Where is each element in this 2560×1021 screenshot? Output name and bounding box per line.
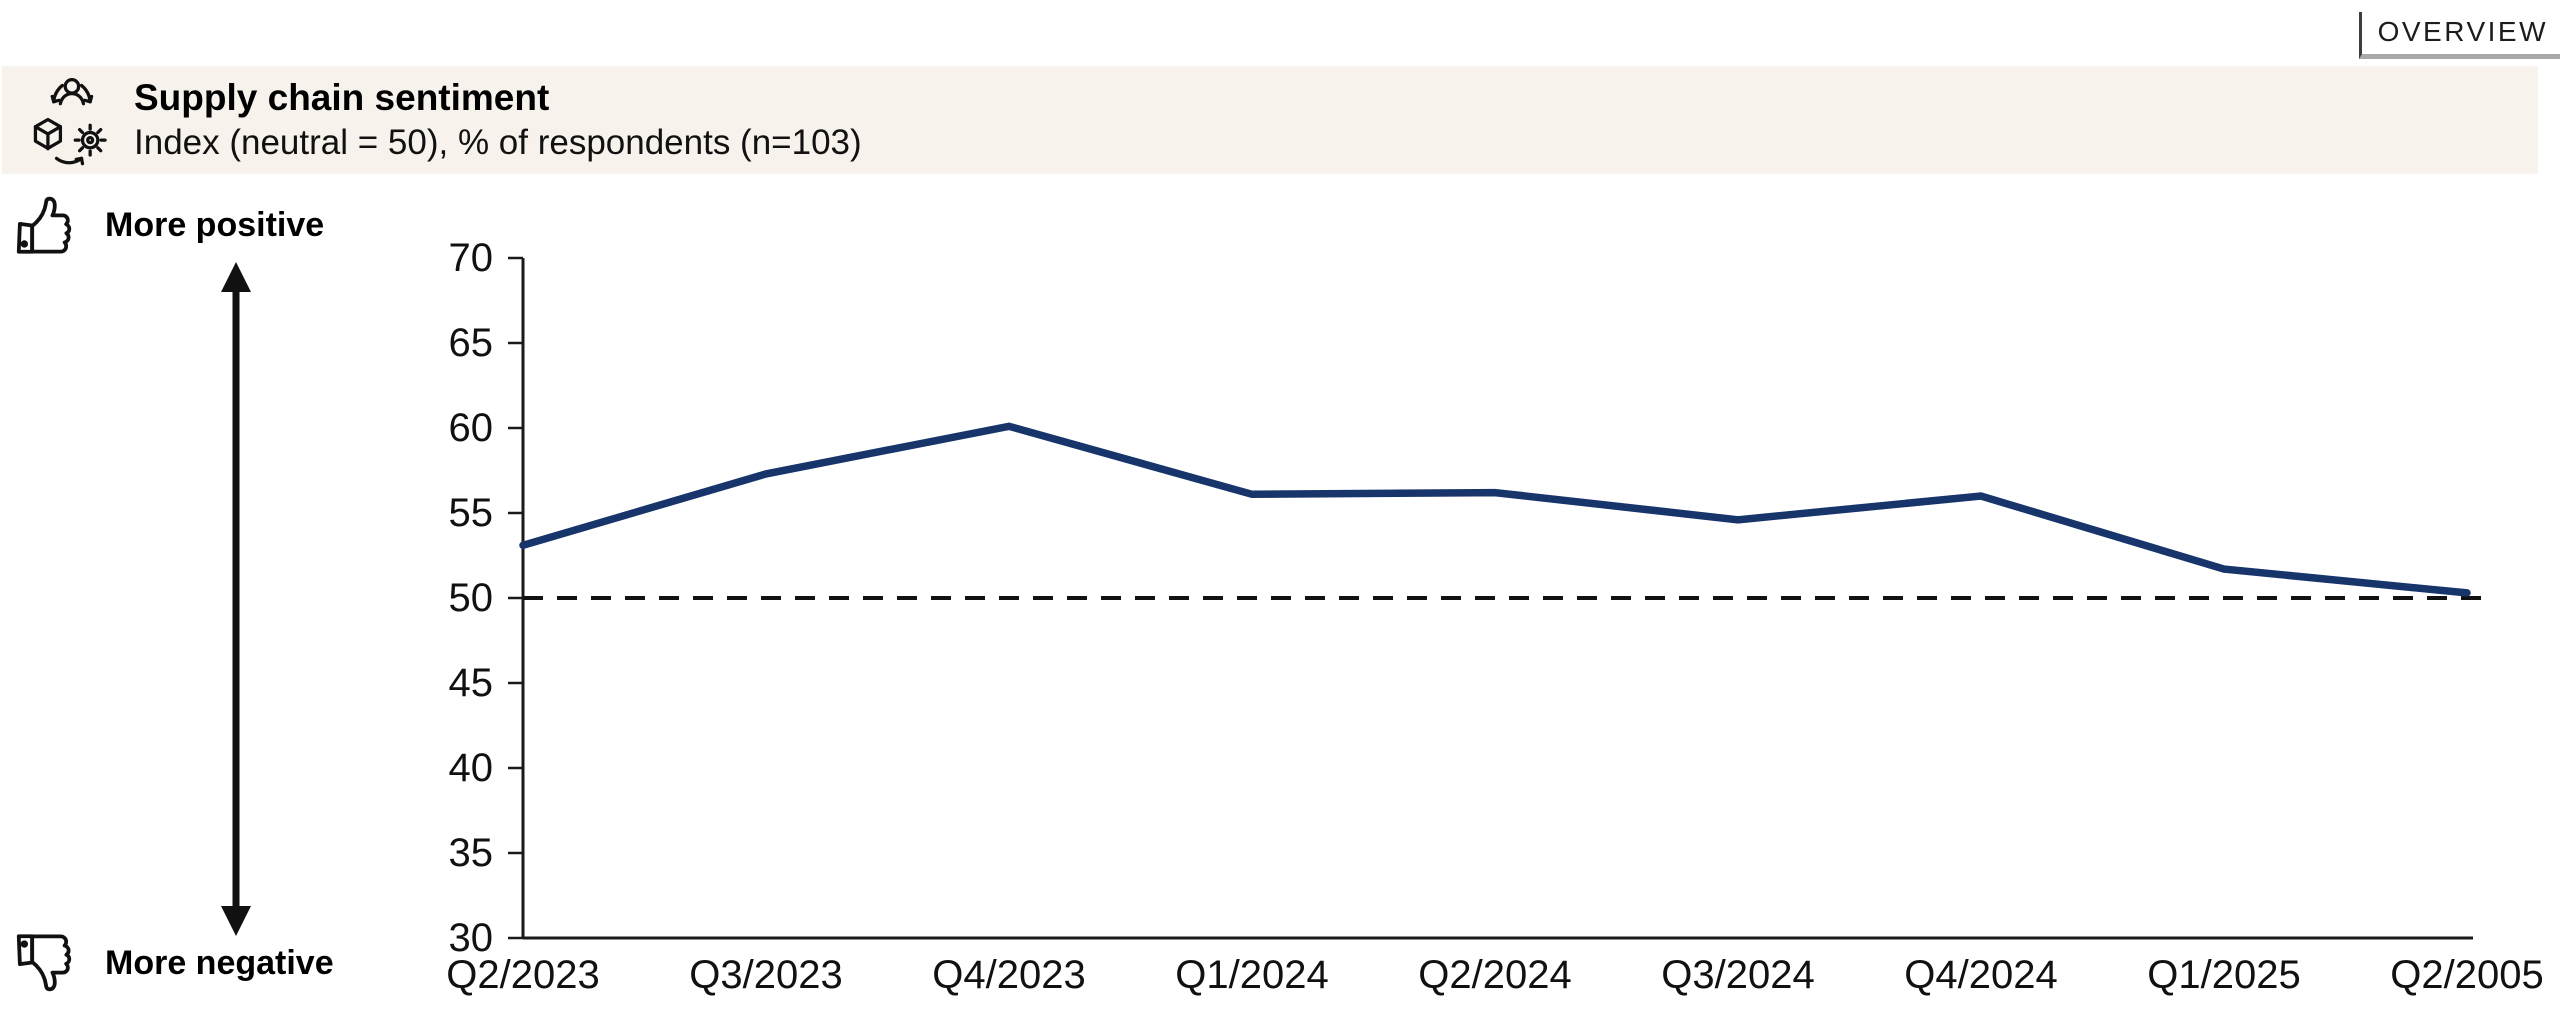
chart-title: Supply chain sentiment — [134, 77, 550, 118]
thumbs-down-icon — [16, 934, 72, 992]
more-positive-label: More positive — [105, 205, 325, 244]
y-tick-label: 70 — [449, 236, 494, 280]
y-tick-label: 40 — [449, 746, 494, 790]
more-negative-label: More negative — [105, 943, 334, 982]
y-tick-label: 55 — [449, 491, 494, 535]
overview-tab-label: OVERVIEW — [2377, 16, 2548, 47]
x-tick-label: Q2/2024 — [1418, 953, 1571, 997]
supply-chain-icon — [33, 78, 107, 166]
x-tick-label: Q2/2023 — [446, 953, 599, 997]
x-tick-label: Q4/2023 — [932, 953, 1085, 997]
more-negative-annotation: More negative — [13, 934, 334, 992]
more-positive-annotation: More positive — [13, 196, 324, 254]
x-tick-label: Q3/2024 — [1661, 953, 1814, 997]
sentiment-scale-arrow — [221, 262, 251, 936]
overview-tab[interactable]: OVERVIEW — [2358, 12, 2560, 59]
y-tick-label: 60 — [449, 406, 494, 450]
sentiment-line — [519, 422, 2471, 597]
y-tick-label: 50 — [449, 576, 494, 620]
x-tick-label: Q1/2024 — [1175, 953, 1328, 997]
y-tick-label: 45 — [449, 661, 494, 705]
x-tick-label: Q4/2024 — [1904, 953, 2057, 997]
x-tick-label: Q2/2005 — [2390, 953, 2543, 997]
thumbs-up-icon — [16, 196, 72, 254]
y-tick-label: 35 — [449, 831, 494, 875]
chart-header: Supply chain sentiment Index (neutral = … — [2, 66, 2538, 174]
x-tick-label: Q1/2025 — [2147, 953, 2300, 997]
x-tick-label: Q3/2023 — [689, 953, 842, 997]
chart-subtitle: Index (neutral = 50), % of respondents (… — [134, 123, 862, 163]
y-tick-label: 30 — [449, 916, 494, 960]
y-tick-label: 65 — [449, 321, 494, 365]
